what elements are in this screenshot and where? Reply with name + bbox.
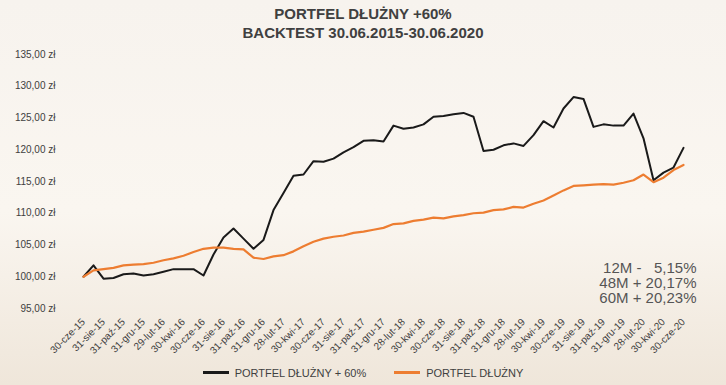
- svg-text:28-lut-17: 28-lut-17: [251, 316, 288, 352]
- svg-text:31-paź-18: 31-paź-18: [447, 316, 488, 356]
- svg-text:31-paź-16: 31-paź-16: [207, 316, 248, 356]
- svg-text:29-lut-16: 29-lut-16: [131, 316, 168, 352]
- svg-text:31-sie-17: 31-sie-17: [309, 316, 348, 354]
- svg-text:30-kwi-18: 30-kwi-18: [388, 316, 428, 355]
- svg-text:31-paź-15: 31-paź-15: [87, 316, 128, 356]
- svg-text:30-kwi-17: 30-kwi-17: [268, 316, 308, 355]
- svg-text:31-paź-19: 31-paź-19: [567, 316, 608, 356]
- svg-text:30-cze-19: 30-cze-19: [528, 316, 568, 356]
- svg-text:31-sie-15: 31-sie-15: [69, 316, 108, 354]
- svg-text:31-sie-19: 31-sie-19: [549, 316, 588, 354]
- svg-text:30-cze-16: 30-cze-16: [168, 316, 208, 356]
- svg-text:115,00 zł: 115,00 zł: [16, 176, 57, 187]
- svg-text:110,00 zł: 110,00 zł: [16, 207, 57, 218]
- svg-text:130,00 zł: 130,00 zł: [15, 80, 56, 91]
- svg-text:28-lut-18: 28-lut-18: [371, 316, 408, 352]
- svg-text:95,00 zł: 95,00 zł: [20, 303, 56, 314]
- svg-text:31-gru-19: 31-gru-19: [588, 316, 628, 355]
- svg-text:105,00 zł: 105,00 zł: [15, 239, 56, 250]
- html-text:PORTFEL DŁUŻNY: PORTFEL DŁUŻNY: [426, 366, 524, 379]
- svg-text:30-cze-18: 30-cze-18: [408, 316, 448, 356]
- svg-text:31-sie-16: 31-sie-16: [189, 316, 228, 354]
- svg-text:31-gru-15: 31-gru-15: [108, 316, 148, 355]
- svg-text:125,00 zł: 125,00 zł: [15, 112, 56, 123]
- svg-text:100,00 zł: 100,00 zł: [15, 271, 56, 282]
- svg-text:31-gru-18: 31-gru-18: [468, 316, 508, 355]
- svg-text:30-cze-17: 30-cze-17: [288, 316, 328, 356]
- svg-text:30-kwi-19: 30-kwi-19: [508, 316, 548, 355]
- svg-text:31-gru-17: 31-gru-17: [348, 316, 388, 355]
- svg-text:30-kwi-16: 30-kwi-16: [148, 316, 188, 355]
- svg-text:30-cze-15: 30-cze-15: [48, 316, 88, 356]
- svg-text:31-gru-16: 31-gru-16: [228, 316, 268, 355]
- html-text:PORTFEL DŁUŻNY + 60%: PORTFEL DŁUŻNY + 60%: [234, 366, 367, 379]
- svg-text:120,00 zł: 120,00 zł: [15, 144, 56, 155]
- svg-text:135,00 zł: 135,00 zł: [15, 49, 56, 60]
- svg-text:31-paź-17: 31-paź-17: [327, 316, 368, 356]
- svg-text:30-kwi-20: 30-kwi-20: [628, 316, 668, 355]
- svg-text:31-sie-18: 31-sie-18: [429, 316, 468, 354]
- html-text:PORTFEL DŁUŻNY +60%: PORTFEL DŁUŻNY +60%: [274, 5, 452, 22]
- svg-text:28-lut-19: 28-lut-19: [491, 316, 528, 352]
- html-text:BACKTEST 30.06.2015-30.06.2020: BACKTEST 30.06.2015-30.06.2020: [242, 24, 484, 41]
- svg-text:28-lut-20: 28-lut-20: [611, 316, 648, 352]
- svg-text:30-cze-20: 30-cze-20: [648, 316, 688, 356]
- svg-text:12M - 5,15%48M + 20,17%60M +: 12M - 5,15%48M + 20,17%60M + 20,23%: [599, 259, 696, 306]
